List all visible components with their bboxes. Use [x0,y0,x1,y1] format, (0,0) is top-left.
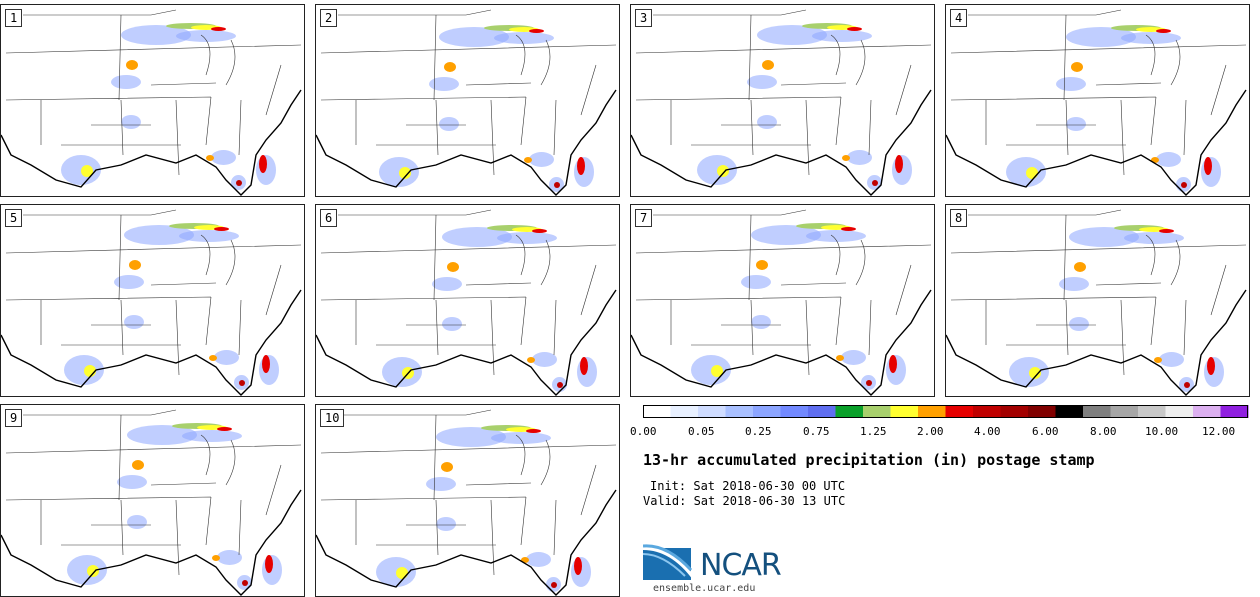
colorbar-segment [1138,405,1166,418]
colorbar-segment [945,405,974,418]
ensemble-member-map: 5 [0,204,305,397]
colorbar-segment [1193,405,1221,418]
colorbar-segment [1028,405,1056,418]
colorbar-tick-label: 12.00 [1202,425,1236,438]
member-number-label: 2 [320,9,338,27]
ensemble-member-map: 10 [315,404,620,597]
precipitation-map [1,409,302,596]
ensemble-member-map: 2 [315,4,620,197]
colorbar-tick-label: 1.25 [860,425,887,438]
precipitation-map [316,209,617,396]
colorbar-segment [753,405,781,418]
ensemble-member-map: 3 [630,4,935,197]
ensemble-member-map: 7 [630,204,935,397]
colorbar-segment [808,405,836,418]
member-number-label: 8 [950,209,968,227]
colorbar-segment [1165,405,1194,418]
colorbar-tick-label: 2.00 [917,425,944,438]
precipitation-map [631,209,932,396]
member-number-label: 1 [5,9,23,27]
colorbar-tick-label: 4.00 [974,425,1001,438]
colorbar-segment [890,405,919,418]
precipitation-colorbar [643,405,1249,418]
member-number-label: 7 [635,209,653,227]
colorbar-segment [698,405,726,418]
ensemble-member-map: 8 [945,204,1250,397]
precipitation-map [1,9,302,196]
ensemble-member-map: 4 [945,4,1250,197]
plot-title: 13-hr accumulated precipitation (in) pos… [643,451,1095,469]
colorbar-tick-label: 0.75 [803,425,830,438]
precipitation-map [316,9,617,196]
colorbar-segment [1110,405,1139,418]
colorbar-tick-label: 0.05 [688,425,715,438]
member-number-label: 9 [5,409,23,427]
colorbar-segment [1083,405,1111,418]
colorbar-segment [670,405,699,418]
init-time: Init: Sat 2018-06-30 00 UTC [650,479,846,493]
colorbar-tick-label: 8.00 [1090,425,1117,438]
colorbar-segment [863,405,891,418]
colorbar-tick-label: 6.00 [1032,425,1059,438]
member-number-label: 10 [320,409,345,427]
website-url: ensemble.ucar.edu [653,583,756,594]
colorbar-segment [1220,405,1249,418]
member-number-label: 4 [950,9,968,27]
precipitation-map [946,209,1247,396]
colorbar-tick-label: 0.25 [745,425,772,438]
precipitation-map [631,9,932,196]
colorbar-segment [725,405,754,418]
precipitation-map [946,9,1247,196]
precipitation-map [316,409,617,596]
member-number-label: 5 [5,209,23,227]
ensemble-member-map: 6 [315,204,620,397]
colorbar-segment [918,405,946,418]
member-number-label: 6 [320,209,338,227]
colorbar-segment [1000,405,1029,418]
colorbar-segment [835,405,864,418]
colorbar-segment [973,405,1001,418]
logo-text: NCAR [700,548,782,583]
precipitation-map [1,209,302,396]
ensemble-member-map: 1 [0,4,305,197]
colorbar-segment [1055,405,1084,418]
colorbar-segment [780,405,809,418]
member-number-label: 3 [635,9,653,27]
ncar-logo-icon [643,543,693,580]
valid-time: Valid: Sat 2018-06-30 13 UTC [643,494,846,508]
ensemble-member-map: 9 [0,404,305,597]
colorbar-segment [643,405,671,418]
colorbar-tick-label: 0.00 [630,425,657,438]
colorbar-tick-label: 10.00 [1145,425,1179,438]
